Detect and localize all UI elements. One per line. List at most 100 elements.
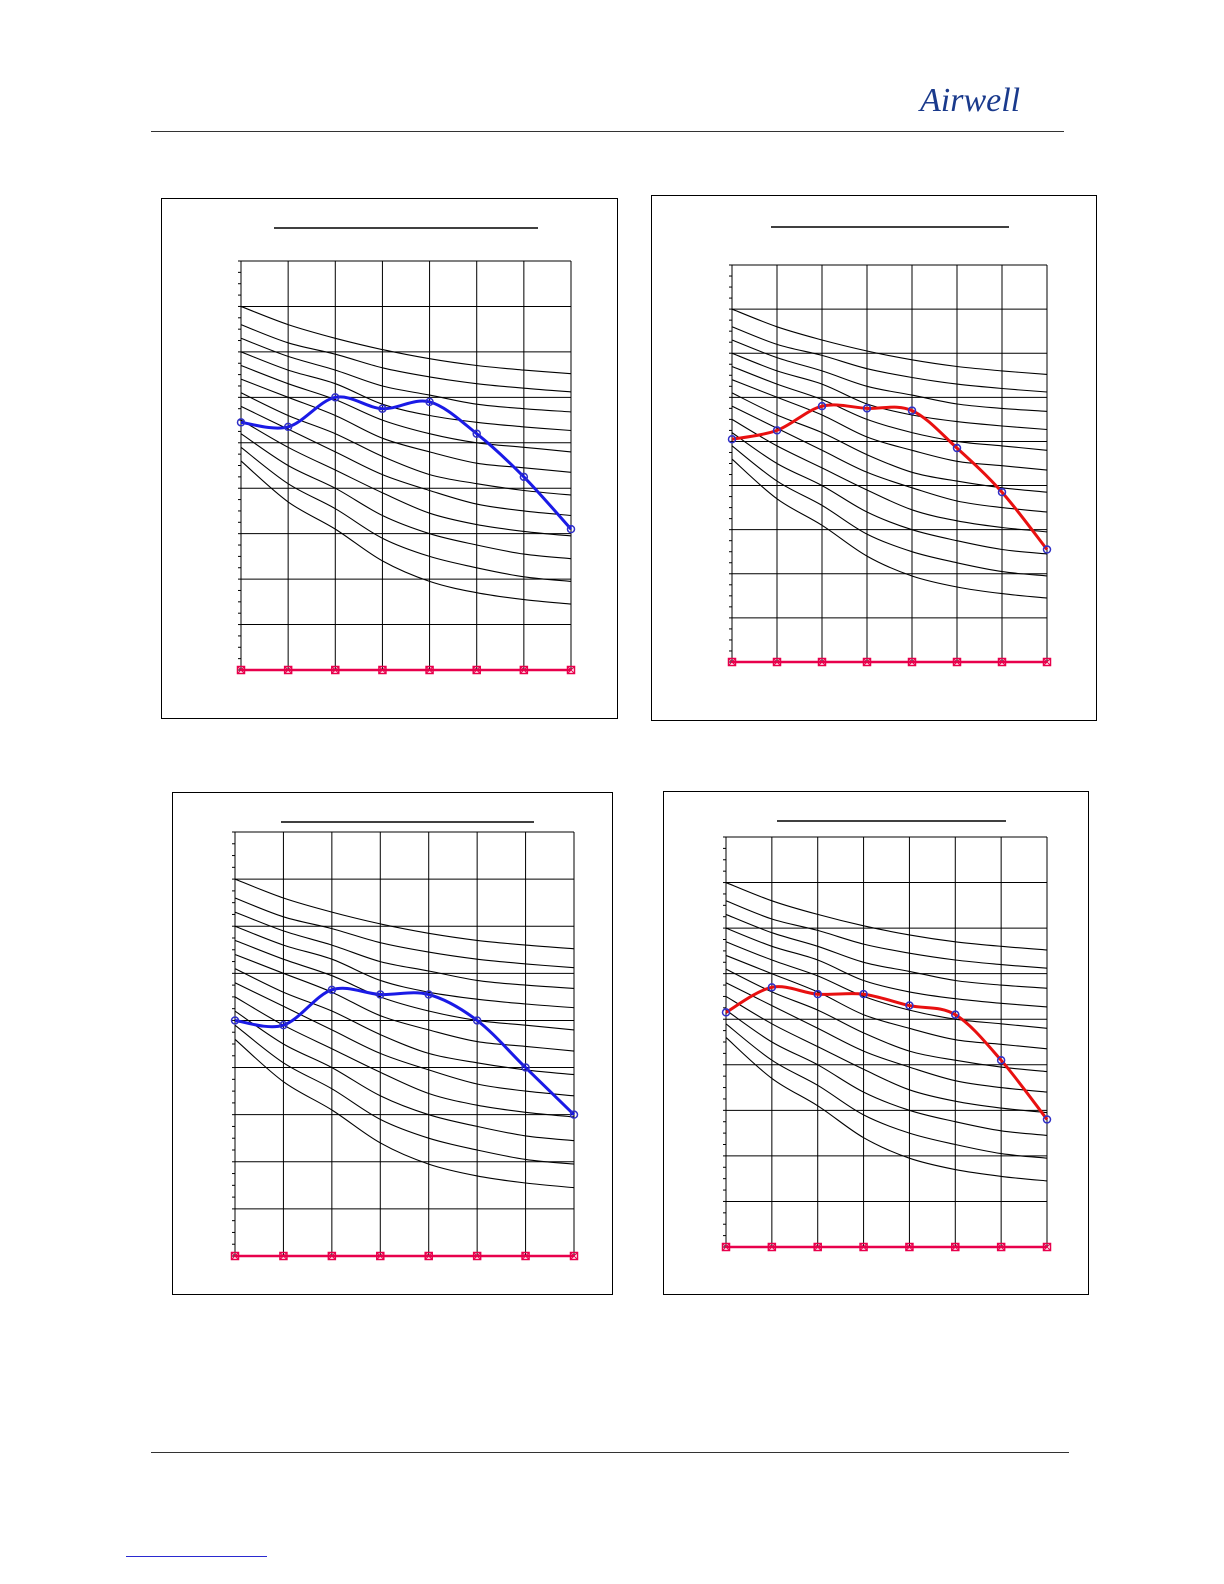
- baseline-point-cross: [908, 658, 916, 666]
- data-point-marker: [472, 429, 481, 438]
- reference-curve: [725, 995, 1048, 1114]
- baseline-point-marker: [905, 1242, 914, 1252]
- reference-curve: [240, 460, 572, 605]
- baseline-point-marker: [472, 665, 481, 675]
- reference-curve: [731, 432, 1048, 555]
- logo-text: Airwell: [918, 82, 1020, 119]
- data-series-line: [234, 986, 576, 1116]
- reference-curve: [240, 351, 572, 432]
- reference-curve: [234, 878, 575, 950]
- data-point-marker: [566, 524, 576, 534]
- baseline-point-cross: [998, 658, 1006, 666]
- baseline-point-marker: [519, 665, 529, 675]
- reference-curve: [240, 419, 572, 537]
- baseline-point-cross: [860, 1243, 867, 1251]
- chart-panel-bottom-left: [172, 792, 613, 1295]
- baseline-point-marker: [472, 1251, 482, 1261]
- data-point-marker: [996, 1055, 1006, 1065]
- baseline-point-cross: [1043, 658, 1051, 666]
- data-point-marker: [327, 985, 337, 995]
- reference-curve: [234, 897, 575, 969]
- data-point-marker: [1042, 545, 1052, 554]
- data-point-marker: [859, 989, 868, 999]
- reference-curve: [234, 1024, 575, 1165]
- baseline-point-marker: [997, 657, 1007, 667]
- baseline-point-cross: [814, 1243, 822, 1251]
- baseline-point-marker: [331, 665, 340, 675]
- reference-curve: [234, 925, 575, 1009]
- reference-curve: [240, 405, 572, 517]
- footer-rule: [151, 1452, 1069, 1453]
- reference-curve: [240, 433, 572, 560]
- reference-curve: [731, 339, 1048, 412]
- data-point-marker: [767, 983, 777, 992]
- baseline-point-cross: [237, 666, 245, 674]
- baseline-point-marker: [376, 1251, 385, 1261]
- data-point-marker: [997, 487, 1007, 497]
- reference-curve: [234, 1010, 575, 1142]
- reference-curve: [240, 337, 572, 413]
- baseline-point-cross: [280, 1252, 287, 1260]
- reference-curve: [725, 900, 1048, 969]
- baseline-point-cross: [818, 658, 826, 666]
- baseline-point-marker: [1042, 657, 1052, 667]
- data-point-marker: [376, 990, 385, 999]
- baseline-point-cross: [284, 666, 292, 674]
- data-point-marker: [721, 1008, 731, 1017]
- footer-link-underline[interactable]: [126, 1556, 267, 1557]
- reference-curve: [240, 378, 572, 473]
- reference-curve: [234, 911, 575, 989]
- reference-curve: [731, 445, 1048, 577]
- baseline-point-marker: [378, 665, 387, 675]
- baseline-point-marker: [424, 1251, 433, 1261]
- reference-curve: [240, 446, 572, 582]
- reference-curve: [240, 392, 572, 496]
- baseline-point-cross: [331, 666, 339, 674]
- chart-panel-top-right: [651, 195, 1097, 721]
- data-point-marker: [569, 1110, 579, 1119]
- baseline-point-marker: [862, 657, 872, 667]
- data-point-marker: [331, 393, 340, 402]
- reference-curve: [731, 418, 1048, 533]
- reference-curve: [731, 405, 1048, 513]
- reference-curve: [731, 365, 1048, 451]
- reference-curve: [731, 352, 1048, 431]
- baseline-point-marker: [907, 657, 917, 667]
- baseline-point-cross: [722, 1243, 730, 1251]
- baseline-point-marker: [425, 665, 434, 675]
- baseline-point-cross: [473, 1252, 481, 1260]
- baseline-point-marker: [721, 1242, 731, 1252]
- chart-svg-3: [721, 820, 1052, 1252]
- baseline-point-marker: [521, 1251, 530, 1261]
- reference-curve: [725, 1023, 1048, 1159]
- data-series-line: [240, 395, 573, 531]
- reference-curve: [725, 913, 1048, 989]
- reference-curve: [234, 982, 575, 1097]
- baseline-point-marker: [283, 665, 293, 675]
- reference-curve: [725, 1037, 1048, 1182]
- baseline-point-cross: [328, 1252, 336, 1260]
- reference-curve: [240, 305, 572, 375]
- baseline-point-cross: [906, 1243, 913, 1251]
- baseline-point-marker: [817, 657, 827, 667]
- baseline-point-cross: [426, 666, 433, 674]
- data-point-marker: [907, 406, 917, 415]
- baseline-point-cross: [951, 1243, 959, 1251]
- baseline-point-cross: [522, 1252, 529, 1260]
- data-point-marker: [424, 990, 433, 999]
- baseline-point-marker: [230, 1251, 240, 1261]
- reference-curve: [731, 379, 1048, 471]
- reference-curve: [725, 941, 1048, 1029]
- reference-curve: [725, 1009, 1048, 1136]
- data-point-marker: [378, 404, 387, 413]
- reference-curve: [731, 308, 1048, 375]
- data-point-marker: [472, 1016, 482, 1025]
- airwell-logo: Airwell: [918, 80, 1048, 120]
- reference-curve: [731, 326, 1048, 393]
- reference-curve: [725, 882, 1048, 951]
- data-series-line: [731, 403, 1049, 551]
- baseline-point-marker: [236, 665, 246, 675]
- baseline-point-marker: [951, 1242, 960, 1252]
- reference-curve: [725, 927, 1048, 1008]
- baseline-point-cross: [231, 1252, 239, 1260]
